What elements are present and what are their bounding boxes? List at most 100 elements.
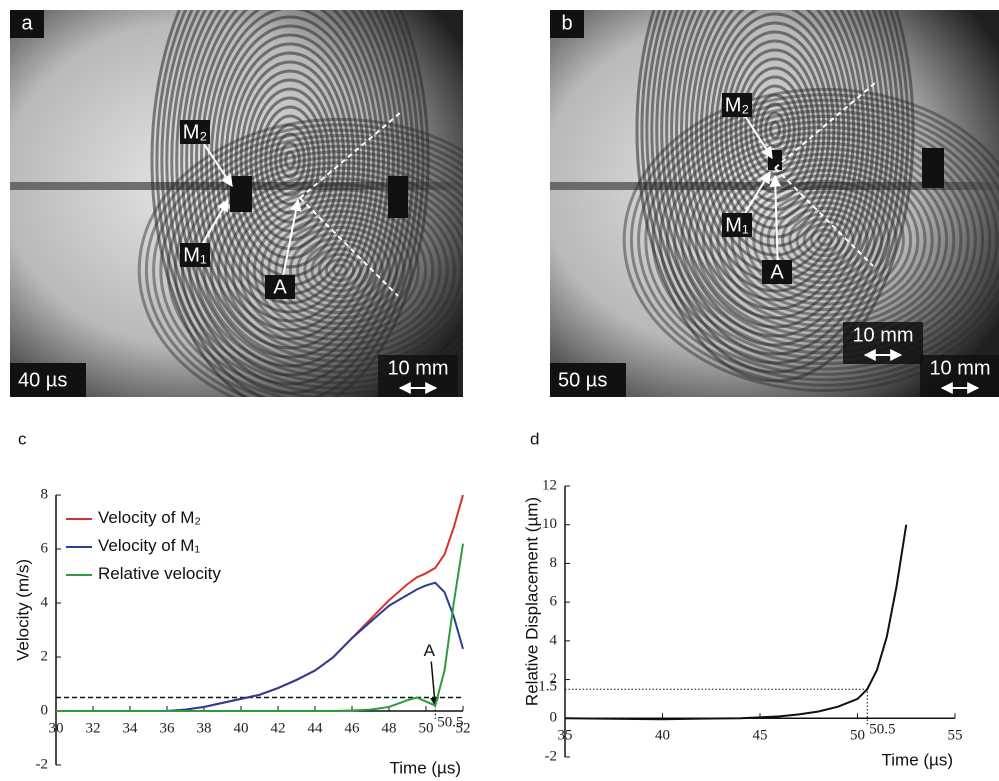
x-tick-label: 44 [308, 720, 324, 736]
x-tick-label: 34 [123, 720, 139, 736]
panel-label: c [18, 429, 27, 448]
panel-label-box [550, 10, 584, 38]
fringe [640, 10, 910, 374]
fringe [239, 69, 341, 251]
x-tick-label: 32 [86, 720, 101, 736]
scale-label: 10 mm [387, 357, 448, 379]
marker-label: A [273, 276, 287, 298]
x-axis-label: Time (µs) [390, 758, 462, 777]
photo [550, 10, 999, 397]
y-tick-label: 10 [542, 516, 557, 532]
annotation-arrow [430, 661, 439, 707]
fringe [764, 111, 786, 149]
fringe [269, 123, 311, 197]
fringe [635, 10, 915, 383]
x-tick-label: 52 [456, 720, 471, 736]
fringe [769, 120, 781, 140]
x-axis-label: Time (µs) [882, 750, 954, 769]
fringe [137, 117, 463, 397]
legend-swatch [66, 546, 92, 548]
pointer-arrow [769, 174, 782, 273]
legend-swatch [66, 518, 92, 520]
y-tick-label: -2 [36, 756, 49, 772]
fringe [185, 10, 395, 350]
fringe [229, 51, 351, 269]
fringe [724, 39, 826, 221]
fringe [170, 10, 410, 377]
y-axis-label: Velocity (m/s) [13, 559, 32, 661]
marker-label: M₁ [725, 214, 749, 236]
legend-swatch [66, 574, 92, 576]
fringe [670, 10, 880, 320]
time-box [10, 363, 86, 397]
y-tick-label: 6 [41, 540, 49, 556]
fringe [144, 123, 463, 397]
fringe [680, 10, 870, 302]
x-tick-label: 36 [160, 720, 176, 736]
photo-background [550, 10, 999, 397]
annotation-label: A [424, 641, 436, 660]
marker-block [388, 176, 408, 218]
fringe [709, 12, 841, 248]
time-box [550, 363, 626, 397]
fringe [745, 179, 905, 301]
fringe [195, 161, 463, 379]
reference-x-label: 50.5 [869, 722, 895, 738]
pointer-arrow [280, 198, 302, 288]
x-tick-label: 50 [419, 720, 434, 736]
legend-label: Velocity of M₂ [98, 508, 201, 527]
fringe [714, 21, 836, 239]
fringe [195, 10, 385, 332]
fringe [637, 98, 999, 382]
legend-entry: Relative velocity [66, 564, 226, 584]
x-tick-label: 46 [345, 720, 361, 736]
panel-label: b [561, 12, 572, 34]
scale-label: 10 mm [852, 324, 913, 346]
series-line [56, 543, 464, 712]
x-tick-label: 30 [49, 720, 64, 736]
fringe [680, 131, 970, 349]
fringe [150, 10, 430, 397]
x-tick-label: 38 [197, 720, 212, 736]
panel-label-box [10, 10, 44, 38]
fringe [175, 10, 405, 368]
x-tick-label: 42 [271, 720, 286, 736]
legend-entry: Velocity of M₁ [66, 536, 226, 556]
fringe [209, 15, 371, 305]
x-tick-label: 40 [234, 720, 249, 736]
marker-label-box [722, 93, 752, 117]
fringe [279, 141, 301, 179]
y-tick-label: -2 [545, 748, 558, 764]
fringe [655, 10, 895, 347]
marker-label: M₁ [183, 244, 207, 266]
photos: a 40 µs M₂ M₁ A 10 mm b 50 µs M₂ M₁ A 10 mm 10 mm [10, 10, 999, 397]
marker-block [922, 148, 944, 188]
fringe [264, 114, 316, 206]
y-tick-label: 4 [41, 594, 49, 610]
fringe [704, 10, 846, 257]
x-tick-label: 45 [753, 728, 768, 744]
y-tick-label: 12 [542, 477, 557, 493]
fringe [254, 96, 326, 224]
x-tick-label: 55 [948, 728, 963, 744]
fringe [260, 209, 420, 331]
fringe [651, 109, 999, 371]
y-axis-label: Relative Displacement (µm) [522, 497, 541, 706]
y-tick-label: 4 [550, 632, 558, 648]
fringe [152, 128, 463, 397]
fringe [684, 10, 866, 293]
y-tick-label: 8 [41, 486, 49, 502]
time-label: 40 µs [18, 369, 67, 391]
fringe [719, 30, 831, 230]
fringe [155, 10, 425, 397]
fringe [274, 132, 306, 188]
mach-line [774, 82, 876, 267]
fringe [622, 87, 999, 393]
fringe [166, 139, 463, 397]
marker-label: M₂ [725, 94, 749, 116]
series-line [56, 581, 464, 712]
fringe [259, 105, 321, 215]
panel-label: d [530, 429, 539, 448]
